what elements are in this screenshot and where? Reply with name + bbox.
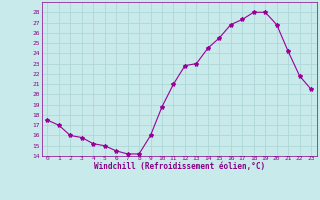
- X-axis label: Windchill (Refroidissement éolien,°C): Windchill (Refroidissement éolien,°C): [94, 162, 265, 171]
